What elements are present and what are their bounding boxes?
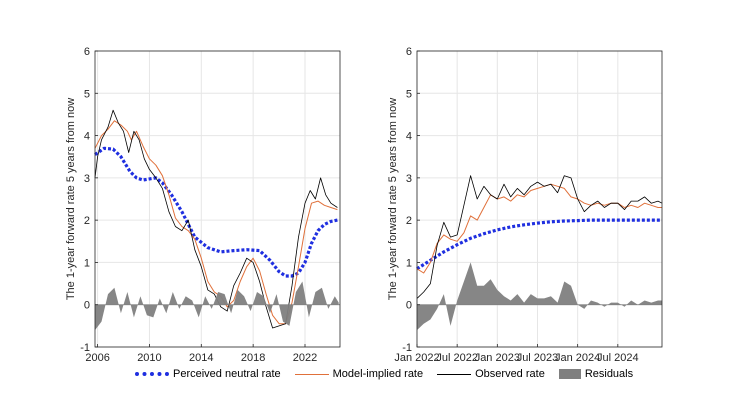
- x-tick-label: 2010: [137, 352, 161, 364]
- y-tick-label: 3: [406, 173, 412, 185]
- x-tick-label: Jan 2024: [555, 352, 600, 364]
- x-tick-label: Jul 2023: [517, 352, 559, 364]
- series-perceived-neutral-rate-line: [416, 218, 662, 271]
- y-tick-label: 5: [84, 88, 90, 100]
- x-tick-label: Jan 2022: [394, 352, 439, 364]
- chart-left: -1 0 1 2 3 4 5 6 2006 2010 2014 2018 2022 The 1-year …: [65, 46, 341, 364]
- legend-swatch-neutral: [135, 372, 169, 376]
- legend: Perceived neutral rate Model-implied rat…: [135, 364, 647, 384]
- legend-label-residuals: Residuals: [584, 368, 634, 380]
- legend-label-model: Model-implied rate: [332, 368, 424, 380]
- series-observed-rate-line: [94, 109, 338, 329]
- y-axis-label: The 1-year forward rate 5 years from now: [387, 98, 399, 300]
- y-tick-label: 5: [406, 88, 412, 100]
- y-tick-label: 4: [84, 131, 90, 143]
- x-tick-label: 2018: [241, 352, 265, 364]
- legend-item-residuals: Residuals: [558, 368, 634, 380]
- y-tick-label: -1: [402, 342, 412, 354]
- x-tick-label: Jan 2023: [475, 352, 520, 364]
- plot-area: [417, 51, 662, 347]
- y-tick-label: 1: [406, 257, 412, 269]
- legend-swatch-observed: [437, 373, 472, 375]
- axes-frame: [416, 50, 663, 348]
- legend-label-neutral: Perceived neutral rate: [173, 368, 281, 380]
- x-tick-label: Jul 2024: [597, 352, 639, 364]
- y-axis-label: The 1-year forward rate 5 years from now: [65, 98, 77, 300]
- y-tick-label: 3: [84, 173, 90, 185]
- y-tick-label: 6: [406, 46, 412, 58]
- series-model-implied-rate-line: [416, 183, 662, 274]
- legend-swatch-model: [294, 373, 329, 375]
- x-tick-label: 2022: [293, 352, 317, 364]
- y-tick-label: 0: [406, 300, 412, 312]
- axes-frame: [94, 50, 341, 348]
- x-tick-label: 2006: [85, 352, 109, 364]
- legend-item-model: Model-implied rate: [294, 368, 424, 380]
- y-tick-label: 4: [406, 131, 412, 143]
- series-residuals-area: [95, 281, 339, 331]
- x-tick-label: Jul 2022: [436, 352, 478, 364]
- y-tick-label: 2: [84, 215, 90, 227]
- y-tick-label: 1: [84, 257, 90, 269]
- y-tick-label: 2: [406, 215, 412, 227]
- series-model-implied-rate-line: [94, 120, 338, 325]
- y-tick-label: 6: [84, 46, 90, 58]
- x-tick-label: 2014: [189, 352, 213, 364]
- legend-swatch-residuals: [558, 369, 581, 379]
- legend-label-observed: Observed rate: [475, 368, 545, 380]
- y-tick-label: -1: [80, 342, 90, 354]
- series-residuals-area: [417, 262, 662, 331]
- legend-item-neutral: Perceived neutral rate: [135, 368, 281, 380]
- series-perceived-neutral-rate-line: [94, 146, 338, 278]
- legend-item-observed: Observed rate: [437, 368, 545, 380]
- series-observed-rate-line: [416, 175, 663, 299]
- y-tick-label: 0: [84, 300, 90, 312]
